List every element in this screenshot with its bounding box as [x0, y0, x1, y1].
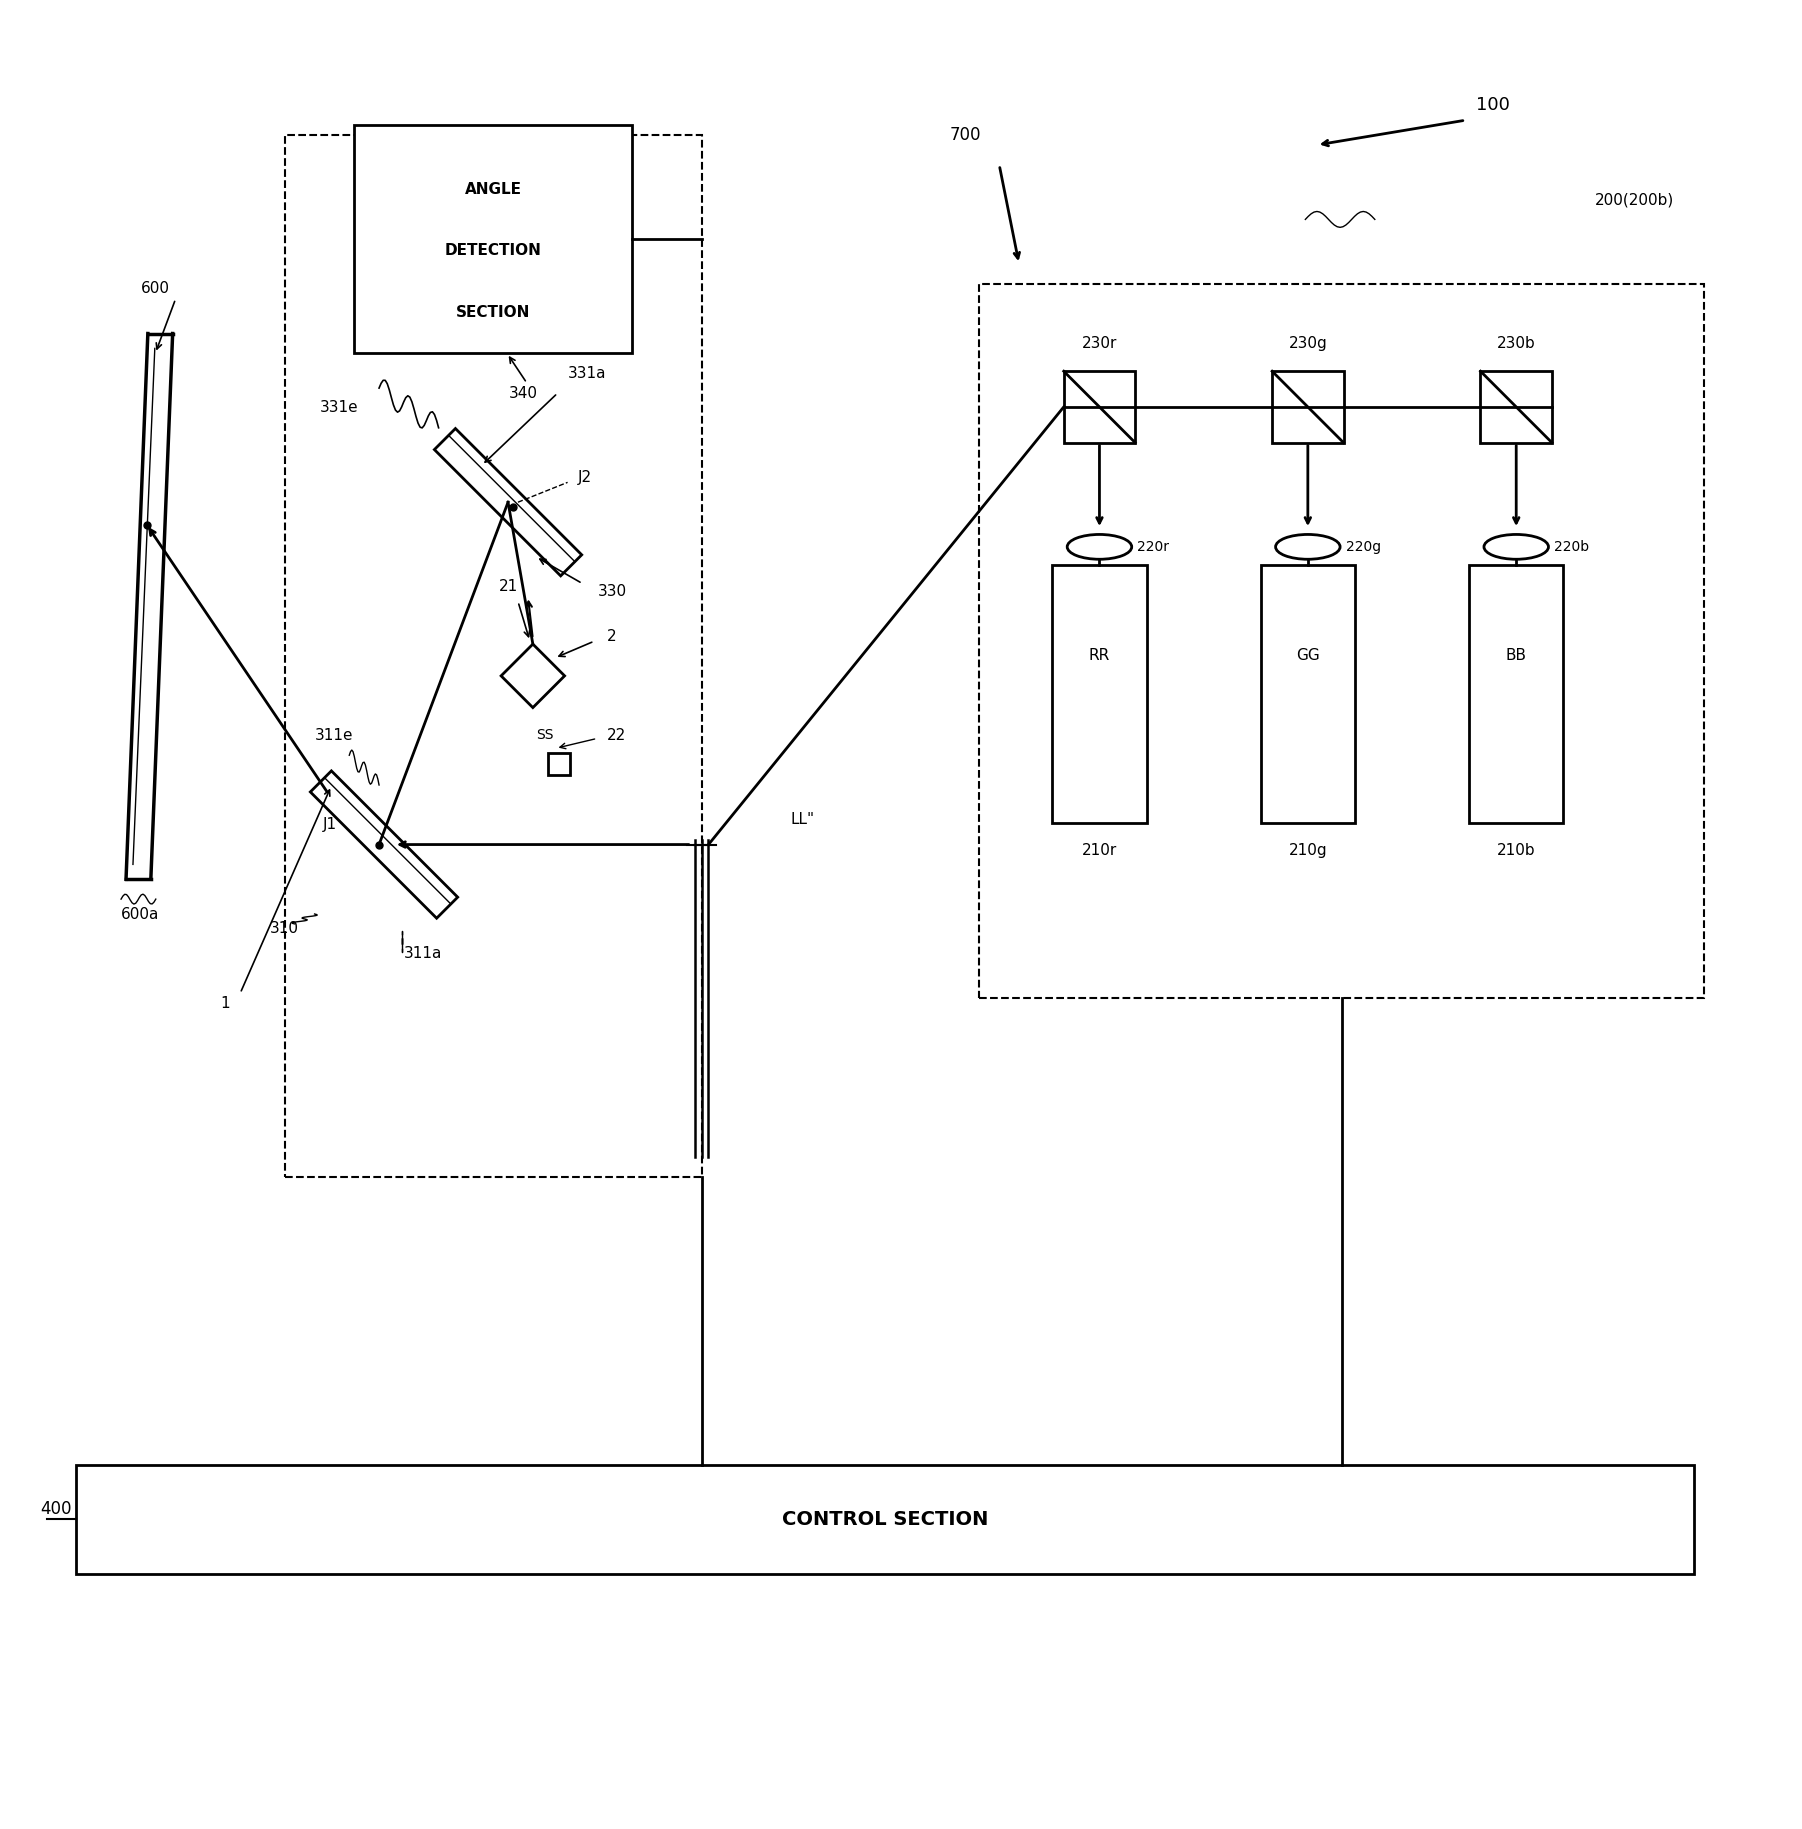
- Text: RR: RR: [1088, 647, 1110, 662]
- Text: J1: J1: [323, 818, 337, 832]
- Text: 340: 340: [508, 386, 537, 401]
- Text: 310: 310: [270, 922, 299, 936]
- Text: 230r: 230r: [1081, 337, 1117, 351]
- Bar: [548, 754, 569, 775]
- Bar: [980, 283, 1703, 999]
- Bar: [1481, 371, 1552, 443]
- Text: 21: 21: [499, 580, 517, 594]
- Bar: [1469, 565, 1564, 823]
- Text: 230g: 230g: [1288, 337, 1328, 351]
- Text: 2: 2: [607, 629, 616, 644]
- Text: 220r: 220r: [1137, 540, 1169, 554]
- Text: 330: 330: [596, 583, 627, 600]
- Text: 331e: 331e: [319, 401, 359, 415]
- Bar: [1063, 371, 1135, 443]
- Text: CONTROL SECTION: CONTROL SECTION: [782, 1509, 987, 1529]
- Bar: [285, 135, 701, 1176]
- Text: 200(200b): 200(200b): [1595, 192, 1674, 207]
- Text: ANGLE: ANGLE: [465, 181, 521, 196]
- Text: J2: J2: [577, 470, 591, 485]
- Text: 331a: 331a: [568, 366, 605, 380]
- Bar: [1272, 371, 1344, 443]
- Bar: [76, 1465, 1694, 1575]
- Text: SS: SS: [535, 728, 553, 743]
- Text: BB: BB: [1506, 647, 1526, 662]
- Text: 220b: 220b: [1553, 540, 1589, 554]
- Text: LL": LL": [791, 812, 815, 827]
- Text: 600a: 600a: [121, 907, 159, 922]
- Text: 220g: 220g: [1346, 540, 1380, 554]
- Text: DETECTION: DETECTION: [445, 243, 542, 258]
- Text: 311e: 311e: [315, 728, 353, 743]
- Text: GG: GG: [1296, 647, 1319, 662]
- Text: 230b: 230b: [1497, 337, 1535, 351]
- Bar: [1261, 565, 1355, 823]
- Text: 400: 400: [40, 1500, 72, 1518]
- Text: 22: 22: [607, 728, 627, 743]
- Polygon shape: [310, 770, 458, 918]
- Text: 210r: 210r: [1081, 843, 1117, 858]
- Bar: [1052, 565, 1146, 823]
- Text: SECTION: SECTION: [456, 305, 530, 320]
- Text: 210g: 210g: [1288, 843, 1326, 858]
- Text: 1: 1: [220, 995, 231, 1011]
- Polygon shape: [434, 428, 582, 576]
- Text: 600: 600: [141, 282, 169, 296]
- Text: 100: 100: [1476, 97, 1510, 113]
- Text: 700: 700: [950, 126, 980, 144]
- Text: 311a: 311a: [404, 946, 441, 962]
- Text: 210b: 210b: [1497, 843, 1535, 858]
- Bar: [355, 124, 633, 353]
